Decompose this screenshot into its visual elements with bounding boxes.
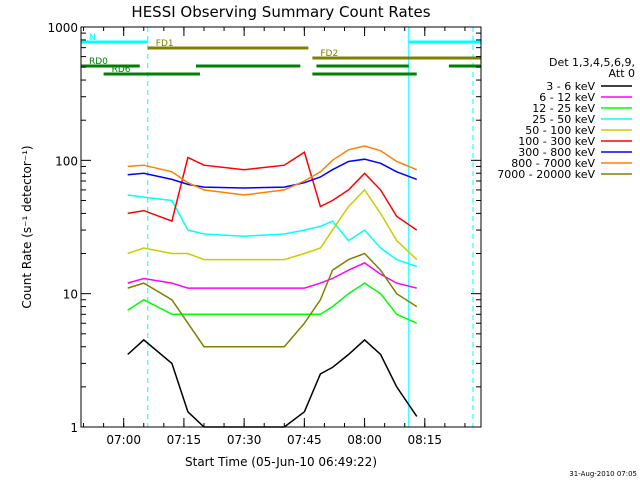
plot-frame: [80, 26, 482, 428]
x-axis-label: Start Time (05-Jun-10 06:49:22): [185, 455, 377, 469]
series-line: [127, 151, 418, 231]
series-lines: [127, 145, 418, 428]
footer-note: 31-Aug-2010 07:05: [569, 470, 637, 478]
x-tick-label: 08:15: [407, 433, 442, 447]
x-axis-ticks: 07:00 07:15 07:30 07:45 08:00 08:15: [83, 27, 466, 447]
y-tick-label: 100: [55, 154, 78, 168]
legend-label: 300 - 800 keV: [518, 146, 595, 159]
x-tick-label: 07:15: [167, 433, 202, 447]
y-tick-label: 1000: [47, 21, 78, 35]
flag-bar-label: FD2: [320, 49, 338, 59]
series-line: [127, 338, 418, 428]
legend-label: 50 - 100 keV: [525, 124, 595, 137]
y-tick-label: 1: [70, 421, 78, 435]
legend-label: 12 - 25 keV: [532, 102, 595, 115]
series-line: [127, 188, 418, 261]
series-line: [127, 145, 418, 196]
legend-label: 3 - 6 keV: [546, 80, 595, 93]
legend-label: 7000 - 20000 keV: [497, 168, 595, 181]
legend-label: 800 - 7000 keV: [511, 157, 595, 170]
flag-bars: N FD1 FD2 RD0 RD6: [81, 33, 481, 76]
flag-bar-label: RD6: [112, 65, 131, 75]
legend-label: 25 - 50 keV: [532, 113, 595, 126]
series-line: [127, 194, 418, 268]
y-axis-label: Count Rate (s⁻¹ detector⁻¹): [20, 145, 34, 308]
y-axis-ticks: 1 10 100 1000: [47, 21, 481, 435]
x-tick-label: 07:45: [287, 433, 322, 447]
series-line: [127, 158, 418, 189]
x-tick-label: 07:30: [227, 433, 262, 447]
legend-label: 100 - 300 keV: [518, 135, 595, 148]
vertical-markers: [80, 27, 474, 427]
flag-bar-label: RD0: [89, 57, 108, 67]
legend-label: 6 - 12 keV: [539, 91, 595, 104]
x-tick-label: 07:00: [106, 433, 141, 447]
flag-bar-label: N: [89, 33, 96, 43]
legend-title: Att 0: [609, 67, 635, 80]
series-line: [127, 282, 418, 324]
series-line: [127, 262, 417, 289]
series-line: [127, 252, 418, 348]
flag-bar-label: FD1: [156, 39, 174, 49]
y-tick-label: 10: [63, 288, 78, 302]
legend-title: Det 1,3,4,5,6,9,: [549, 56, 635, 69]
x-tick-label: 08:00: [347, 433, 382, 447]
chart-title: HESSI Observing Summary Count Rates: [131, 3, 430, 21]
